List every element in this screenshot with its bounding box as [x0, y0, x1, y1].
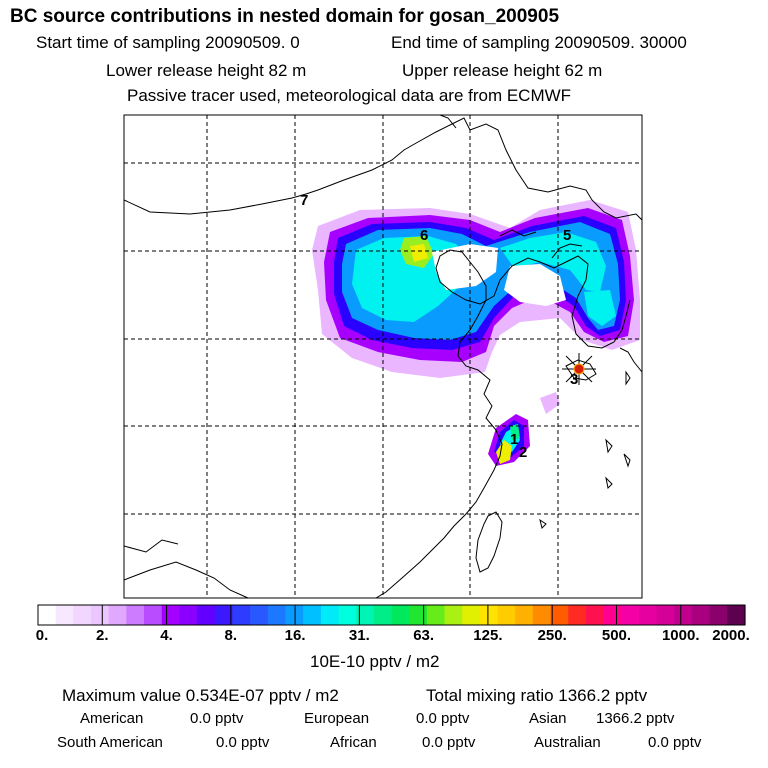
- colorbar-unit-label: 10E-10 pptv / m2: [310, 652, 440, 671]
- colorbar-tick-label: 1000.: [661, 627, 700, 644]
- colorbar-cell: [497, 605, 516, 625]
- site-label-7: 7: [300, 192, 308, 209]
- colorbar-cell: [179, 605, 198, 625]
- colorbar-cell: [444, 605, 463, 625]
- colorbar-cell: [585, 605, 605, 625]
- colorbar-cell: [197, 605, 216, 625]
- colorbar-tick-label: 63.: [413, 627, 435, 644]
- colorbar-cell: [108, 605, 127, 625]
- region-asian-name: Asian: [529, 710, 567, 727]
- colorbar-cell: [691, 605, 711, 625]
- colorbar-cell: [373, 605, 393, 625]
- colorbar-cell: [621, 605, 640, 625]
- colorbar-cell: [214, 605, 234, 625]
- colorbar-cell: [391, 605, 410, 625]
- colorbar-cell: [603, 605, 622, 625]
- colorbar-cell: [250, 605, 269, 625]
- colorbar-tick-label: 8.: [224, 627, 238, 644]
- colorbar-cell: [356, 605, 375, 625]
- colorbar-cell: [426, 605, 446, 625]
- graticule: [124, 115, 642, 598]
- site-label-2: 2: [519, 444, 527, 461]
- colorbar-cell: [638, 605, 658, 625]
- colorbar-tick-label: 31.: [348, 627, 370, 644]
- colorbar-cell: [409, 605, 428, 625]
- region-american-name: American: [80, 710, 144, 727]
- region-asian-value: 1366.2 pptv: [596, 710, 675, 727]
- region-european-name: European: [304, 710, 370, 727]
- receptor-star-icon: [562, 353, 596, 385]
- tracer-info-label: Passive tracer used, meteorological data…: [127, 86, 572, 105]
- chart-title: BC source contributions in nested domain…: [10, 6, 560, 27]
- colorbar-cell: [709, 605, 728, 625]
- colorbar-tick-label: 0.: [35, 627, 49, 644]
- colorbar-cell: [674, 605, 693, 625]
- upper-release-label: Upper release height 62 m: [402, 61, 603, 80]
- colorbar-cell: [303, 605, 322, 625]
- map-panel: 1 2 3 5 6 7: [123, 114, 643, 599]
- start-time-label: Start time of sampling 20090509. 0: [36, 33, 300, 52]
- colorbar-cell: [462, 605, 481, 625]
- total-mixing-label: Total mixing ratio 1366.2 pptv: [426, 686, 648, 705]
- colorbar-cell: [126, 605, 145, 625]
- colorbar-tick-label: 4.: [160, 627, 173, 644]
- region-south-american-name: South American: [57, 734, 163, 751]
- colorbar-tick-label: 2.: [96, 627, 109, 644]
- colorbar: [37, 604, 746, 626]
- region-australian-name: Australian: [534, 734, 601, 751]
- colorbar-cell: [144, 605, 163, 625]
- colorbar-cell: [285, 605, 304, 625]
- region-african-value: 0.0 pptv: [422, 734, 476, 751]
- region-american-value: 0.0 pptv: [190, 710, 244, 727]
- colorbar-cell: [479, 605, 499, 625]
- colorbar-cell: [550, 605, 569, 625]
- region-south-american-value: 0.0 pptv: [216, 734, 270, 751]
- map-frame: [123, 114, 643, 599]
- region-australian-value: 0.0 pptv: [648, 734, 702, 751]
- site-label-6: 6: [420, 227, 428, 244]
- colorbar-cell: [232, 605, 251, 625]
- end-time-label: End time of sampling 20090509. 30000: [391, 33, 687, 52]
- colorbar-cell: [656, 605, 675, 625]
- colorbar-tick-label: 250.: [537, 627, 567, 644]
- colorbar-tick-label: 125.: [473, 627, 503, 644]
- colorbar-frame: [37, 604, 746, 626]
- site-label-1: 1: [510, 431, 518, 448]
- colorbar-cell: [532, 605, 552, 625]
- colorbar-cell: [338, 605, 357, 625]
- lower-release-label: Lower release height 82 m: [106, 61, 307, 80]
- colorbar-tick-label: 500.: [601, 627, 632, 644]
- colorbar-cell: [568, 605, 587, 625]
- region-african-name: African: [330, 734, 377, 751]
- colorbar-cell: [55, 605, 74, 625]
- colorbar-cell: [320, 605, 340, 625]
- plume-hotspots: [400, 236, 520, 464]
- colorbar-cell: [38, 605, 57, 625]
- colorbar-cell: [73, 605, 92, 625]
- colorbar-cell: [161, 605, 181, 625]
- colorbar-cell: [267, 605, 287, 625]
- colorbar-cell: [727, 605, 746, 625]
- colorbar-cell: [515, 605, 534, 625]
- site-label-3: 3: [570, 371, 578, 388]
- max-value-label: Maximum value 0.534E-07 pptv / m2: [62, 686, 339, 705]
- site-label-5: 5: [563, 227, 571, 244]
- colorbar-tick-label: 2000.: [712, 627, 750, 644]
- colorbar-cell: [91, 605, 110, 625]
- region-european-value: 0.0 pptv: [416, 710, 470, 727]
- colorbar-tick-label: 16.: [284, 627, 306, 644]
